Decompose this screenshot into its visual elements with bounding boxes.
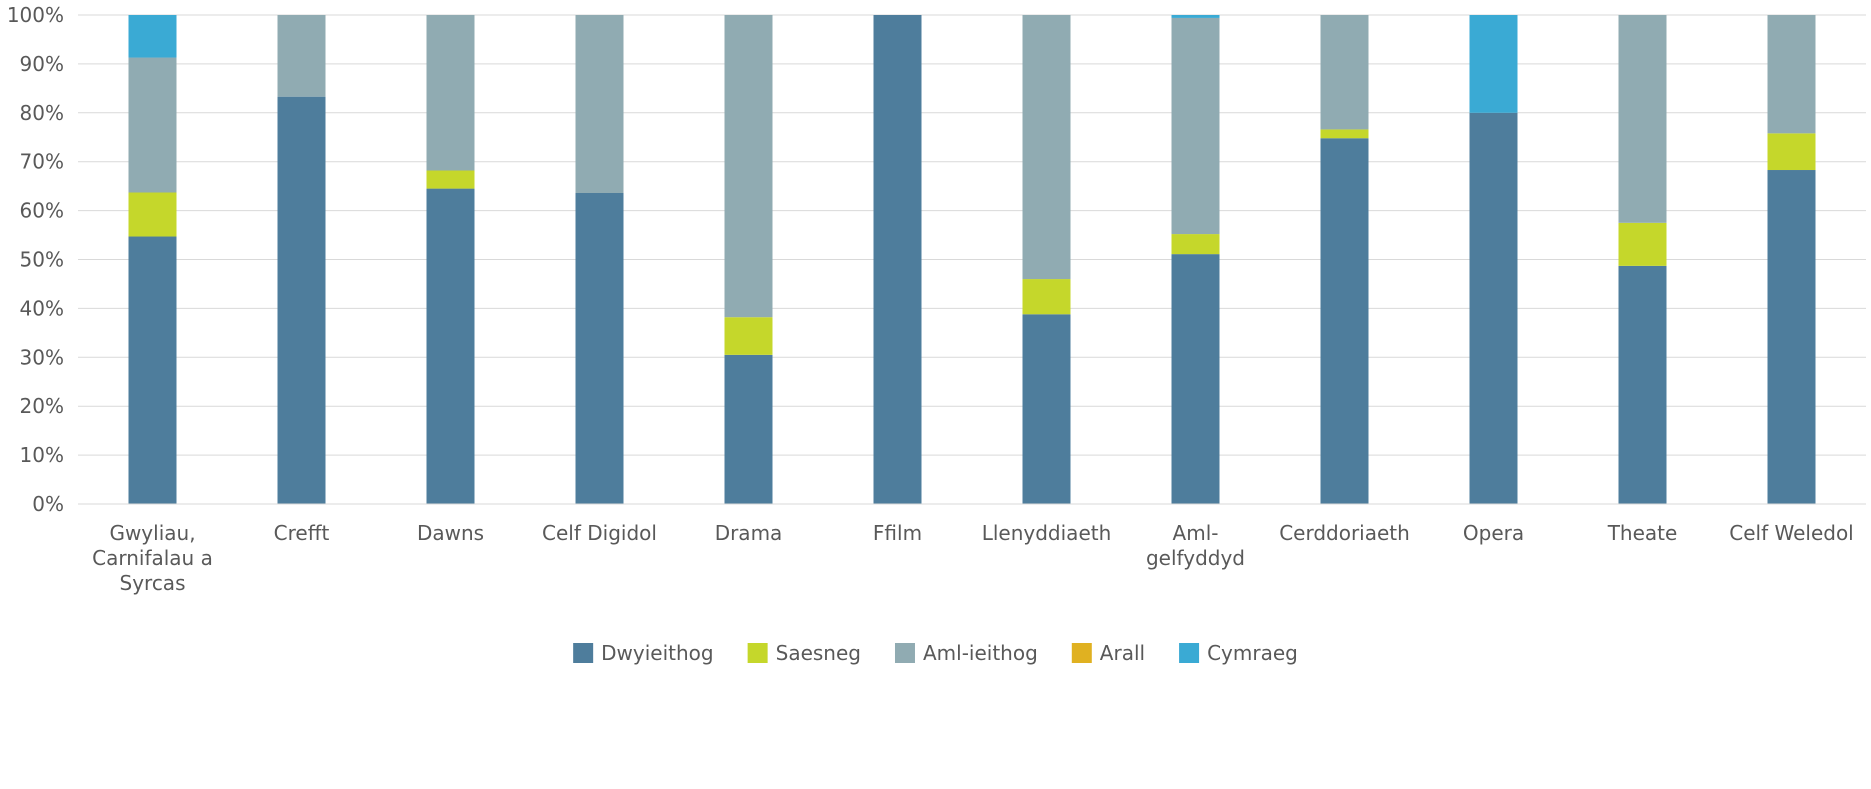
legend-item-dwyieithog: Dwyieithog (573, 641, 714, 665)
legend-label: Cymraeg (1207, 641, 1298, 665)
legend-swatch (747, 643, 768, 663)
bar-segment-aml-ieithog (1767, 15, 1816, 134)
bar-segment-aml-ieithog (277, 15, 326, 97)
bar-segment-aml-ieithog (426, 15, 475, 171)
x-category-label: Opera (1463, 521, 1524, 545)
bar-segment-aml-ieithog (1320, 15, 1369, 130)
y-tick-label: 70% (20, 150, 64, 174)
bar-segment-dwyieithog (1618, 265, 1667, 504)
bar-segment-aml-ieithog (128, 57, 177, 193)
legend-swatch (894, 643, 915, 663)
bar-segment-saesneg (128, 192, 177, 237)
legend-swatch (1071, 643, 1092, 663)
legend-label: Arall (1100, 641, 1145, 665)
y-tick-label: 0% (32, 492, 64, 516)
legend-swatch (1179, 643, 1200, 663)
legend: Dwyieithog Saesneg Aml-ieithog Arall Cymraeg (573, 641, 1298, 665)
bar-segment-aml-ieithog (1022, 15, 1071, 280)
bar-segment-saesneg (1171, 234, 1220, 255)
bar-segment-cymraeg (128, 15, 177, 58)
legend-swatch (573, 643, 594, 663)
x-category-label: Crefft (274, 521, 330, 545)
legend-item-arall: Arall (1071, 641, 1145, 665)
legend-item-saesneg: Saesneg (747, 641, 861, 665)
bar-segment-aml-ieithog (1618, 15, 1667, 223)
bar-segment-dwyieithog (1320, 138, 1369, 504)
bar-segment-saesneg (1618, 222, 1667, 266)
x-axis-categories: Gwyliau, Carnifalau a Syrcas Crefft Dawns Cel… (92, 521, 1854, 595)
y-tick-label: 60% (20, 199, 64, 223)
bar-segment-saesneg (1022, 279, 1071, 315)
x-category-label: Aml-gelfyddyd (1146, 521, 1245, 570)
bar-segment-saesneg (426, 170, 475, 189)
y-tick-label: 90% (20, 52, 64, 76)
x-category-label: Llenyddiaeth (982, 521, 1112, 545)
y-tick-label: 50% (20, 248, 64, 272)
legend-label: Saesneg (776, 641, 861, 665)
bar-segment-dwyieithog (277, 96, 326, 505)
bar-segment-dwyieithog (575, 192, 624, 504)
bar-segment-dwyieithog (1171, 254, 1220, 504)
bars (128, 15, 1816, 505)
x-category-label: Cerddoriaeth (1279, 521, 1410, 545)
x-category-label: Gwyliau, Carnifalau a Syrcas (92, 521, 213, 595)
bar-segment-dwyieithog (128, 236, 177, 504)
bar-segment-saesneg (1767, 133, 1816, 171)
y-tick-label: 100% (7, 3, 64, 27)
legend-label: Dwyieithog (601, 641, 713, 665)
bar-segment-dwyieithog (1767, 170, 1816, 504)
bar-segment-saesneg (1320, 129, 1369, 139)
x-category-label: Drama (715, 521, 783, 545)
bar-segment-dwyieithog (1469, 112, 1518, 505)
x-category-label: Theate (1607, 521, 1678, 545)
bar-segment-dwyieithog (1022, 314, 1071, 504)
bar-segment-aml-ieithog (1171, 17, 1220, 235)
y-tick-label: 30% (20, 345, 64, 369)
bar-segment-dwyieithog (724, 354, 773, 504)
bar-segment-dwyieithog (426, 188, 475, 504)
bar-segment-saesneg (724, 317, 773, 355)
bar-segment-aml-ieithog (724, 15, 773, 318)
y-axis-ticks: 0% 10% 20% 30% 40% 50% 60% 70% 80% 90% 100% (7, 3, 64, 516)
x-category-label: Ffilm (873, 521, 922, 545)
x-category-label: Dawns (417, 521, 484, 545)
bar-segment-dwyieithog (873, 15, 922, 504)
bar-segment-cymraeg (1469, 15, 1518, 113)
y-tick-label: 20% (20, 394, 64, 418)
legend-item-cymraeg: Cymraeg (1179, 641, 1298, 665)
legend-label: Aml-ieithog (923, 641, 1038, 665)
y-tick-label: 40% (20, 296, 64, 320)
gridlines (78, 14, 1866, 456)
y-tick-label: 10% (20, 443, 64, 467)
bar-segment-cymraeg (1171, 15, 1220, 18)
legend-item-aml-ieithog: Aml-ieithog (894, 641, 1038, 665)
x-category-label: Celf Digidol (542, 521, 657, 545)
y-tick-label: 80% (20, 101, 64, 125)
x-category-label: Celf Weledol (1729, 521, 1853, 545)
bar-segment-aml-ieithog (575, 15, 624, 193)
